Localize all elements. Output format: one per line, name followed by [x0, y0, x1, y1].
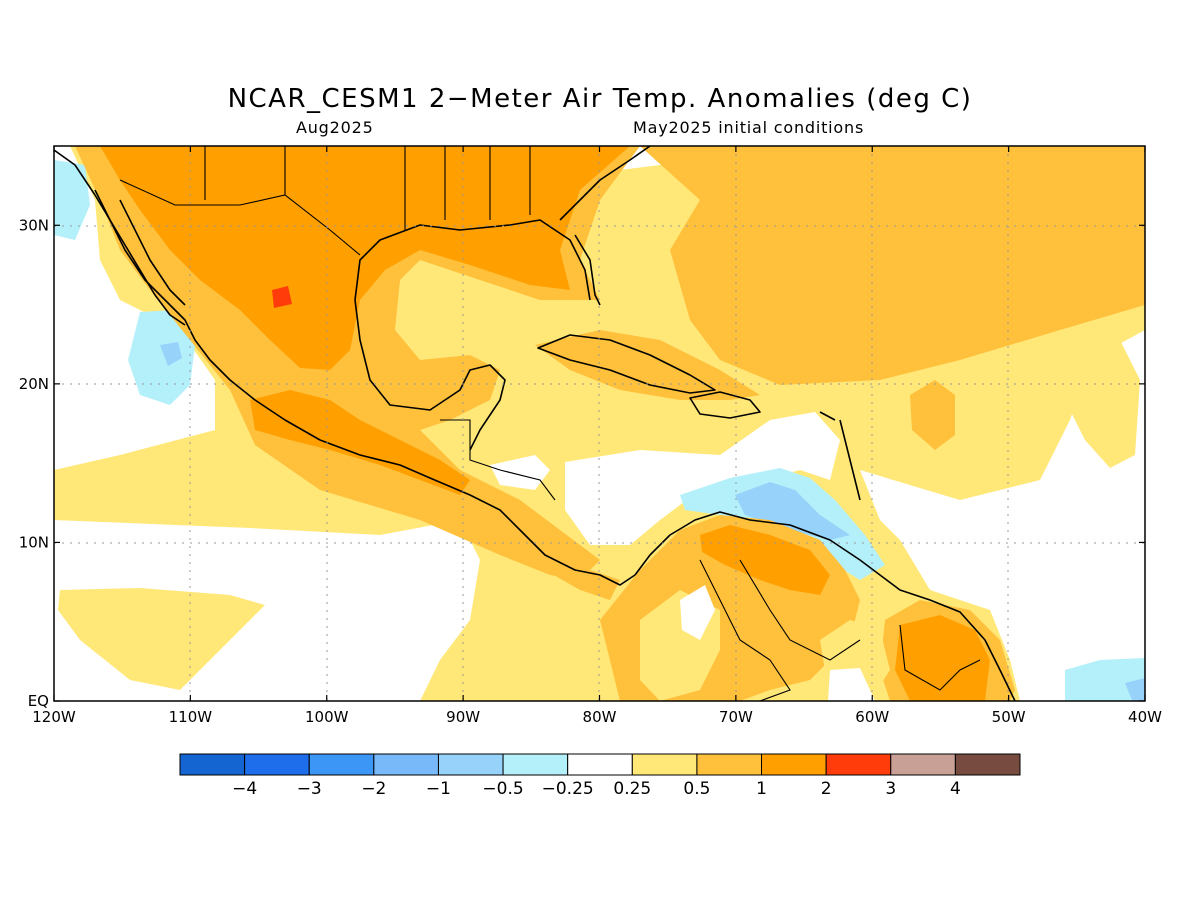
colorbar-label: −0.5 — [482, 779, 523, 799]
colorbar-swatch — [890, 753, 956, 776]
coastline-pacific-north-america — [54, 149, 636, 586]
initial-conditions-label: May2025 initial conditions — [633, 118, 865, 137]
lon-tick-label: 110W — [169, 708, 213, 726]
lon-tick-label: 80W — [583, 708, 617, 726]
colorbar-label: −2 — [361, 779, 386, 799]
colorbar-swatch — [761, 753, 827, 776]
colorbar-swatch — [567, 753, 633, 776]
lat-tick-label: 20N — [19, 375, 49, 393]
border-us-states — [204, 146, 531, 230]
white-region-central-america — [490, 455, 550, 490]
latitude-axis: EQ 10N 20N 30N — [19, 216, 1145, 710]
colorbar-swatch — [825, 753, 892, 776]
colorbar-label: 2 — [821, 779, 832, 799]
coastline-hispaniola — [689, 391, 761, 419]
lon-tick-label: 50W — [992, 708, 1026, 726]
hot-spot-mexico — [272, 286, 292, 308]
colorbar-swatch — [308, 753, 375, 776]
colorbar-swatch — [631, 753, 698, 776]
gridlines — [54, 146, 1145, 701]
white-region-colombia — [680, 585, 715, 640]
borders — [119, 146, 981, 701]
negative-anomaly-atlantic-equator-core — [1125, 678, 1145, 701]
colorbar-label: 3 — [885, 779, 896, 799]
valid-month-label: Aug2025 — [296, 118, 374, 137]
colorbar-swatch — [502, 753, 569, 776]
lon-tick-label: 120W — [32, 708, 76, 726]
strong-warm-region-south-mexico — [250, 390, 470, 495]
negative-anomaly-baja-offshore — [128, 310, 195, 405]
negative-anomaly-atlantic-equator — [1065, 658, 1145, 701]
lon-tick-label: 40W — [1128, 708, 1162, 726]
white-region-amazon — [828, 668, 875, 701]
negative-anomaly-california — [54, 160, 90, 240]
coastline-gulf-of-mexico — [354, 219, 591, 451]
border-us-mexico — [119, 179, 361, 256]
warm-region-atlantic — [640, 146, 1145, 385]
longitude-axis: 120W 110W 100W 90W 80W 70W 60W 50W 40W — [32, 146, 1162, 726]
coastline-south-america — [634, 511, 1016, 701]
lon-tick-label: 70W — [719, 708, 753, 726]
colorbar-swatch — [373, 753, 439, 776]
colorbar-label: −3 — [297, 779, 322, 799]
colorbar: −4 −3 −2 −1 −0.5 −0.25 0.25 0.5 1 2 3 4 — [179, 753, 1021, 799]
colorbar-label: 0.5 — [683, 779, 710, 799]
light-yellow-south-pacific-patch — [58, 588, 265, 690]
warm-region-panama — [520, 520, 620, 600]
strong-warm-region-guianas — [895, 615, 990, 701]
coastline-florida — [559, 146, 651, 306]
colorbar-label: −4 — [232, 779, 257, 799]
colorbar-label: 4 — [950, 779, 961, 799]
colorbar-label: 0.25 — [613, 779, 651, 799]
strong-warm-region-mexico — [100, 146, 630, 370]
colorbar-swatch — [179, 753, 246, 776]
coastline-lesser-antilles — [819, 411, 861, 501]
white-region-atlantic-south — [860, 330, 1145, 701]
lon-tick-label: 90W — [446, 708, 480, 726]
warm-region-atlantic-blob — [910, 380, 955, 450]
colorbar-swatch — [696, 753, 763, 776]
coastline-cuba — [537, 334, 716, 394]
negative-anomaly-caribbean-core — [735, 482, 850, 540]
lat-tick-label: EQ — [28, 692, 49, 710]
coastline-baja — [94, 189, 186, 326]
colorbar-label: −0.25 — [542, 779, 594, 799]
colorbar-label: −1 — [426, 779, 451, 799]
lat-tick-label: 30N — [19, 216, 49, 234]
light-yellow-atlantic-patch — [1060, 330, 1140, 468]
lon-tick-label: 100W — [305, 708, 349, 726]
strong-warm-region-venezuela — [700, 525, 830, 595]
colorbar-label: 1 — [756, 779, 767, 799]
coastlines — [54, 146, 1016, 701]
negative-anomaly-baja-core — [160, 342, 182, 366]
colorbar-swatch — [437, 753, 504, 776]
lat-tick-label: 10N — [19, 533, 49, 551]
colorbar-swatch — [244, 753, 310, 776]
border-central-america — [440, 419, 556, 501]
lon-tick-label: 60W — [855, 708, 889, 726]
map-title: NCAR_CESM1 2−Meter Air Temp. Anomalies (… — [227, 84, 973, 114]
border-south-america — [699, 559, 981, 701]
colorbar-swatch — [954, 753, 1021, 776]
map-field — [54, 146, 1145, 701]
white-region-caribbean — [565, 412, 840, 545]
